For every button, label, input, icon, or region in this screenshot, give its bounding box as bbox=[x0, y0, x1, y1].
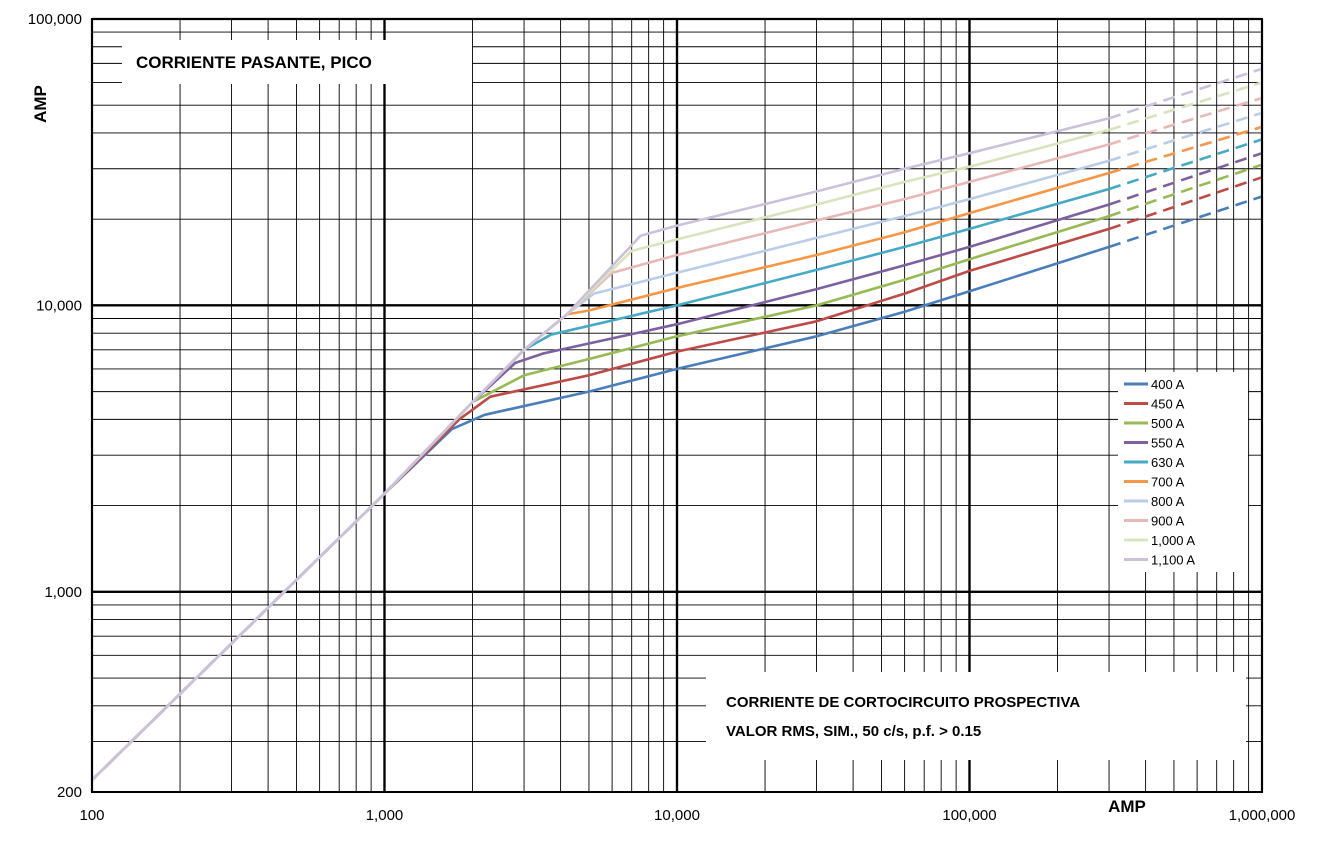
series-line-dashed bbox=[1108, 138, 1263, 191]
legend-label: 500 A bbox=[1151, 416, 1185, 431]
x-tick-label: 1,000,000 bbox=[1229, 807, 1296, 824]
x-axis-title: AMP bbox=[1108, 797, 1146, 816]
x-tick-label: 100,000 bbox=[942, 807, 996, 824]
legend-label: 630 A bbox=[1151, 455, 1185, 470]
tick-labels: 100 1,000 10,000 100,000 1,000,000 200 1,000 10… bbox=[28, 11, 1296, 824]
x-tick-label: 100 bbox=[79, 807, 104, 824]
legend-label: 400 A bbox=[1151, 377, 1185, 392]
y-tick-label: 1,000 bbox=[44, 584, 82, 601]
x-tick-label: 1,000 bbox=[366, 807, 404, 824]
legend-label: 450 A bbox=[1151, 397, 1185, 412]
legend-label: 1,100 A bbox=[1151, 553, 1195, 568]
chart-title: CORRIENTE PASANTE, PICO bbox=[136, 53, 372, 72]
y-tick-label: 100,000 bbox=[28, 11, 82, 28]
series-line-dashed bbox=[1108, 163, 1263, 218]
series-lines bbox=[91, 67, 1263, 782]
series-line-dashed bbox=[1108, 81, 1263, 132]
legend: 400 A 450 A 500 A 550 A 630 A 700 A 800 A 900 A… bbox=[1124, 377, 1195, 568]
legend-label: 900 A bbox=[1151, 514, 1185, 529]
series-line-dashed bbox=[1108, 67, 1263, 120]
series-line-dashed bbox=[1108, 111, 1263, 162]
y-axis-title: AMP bbox=[31, 85, 50, 123]
plot-border bbox=[91, 18, 1263, 793]
legend-label: 550 A bbox=[1151, 436, 1185, 451]
series-line-dashed bbox=[1108, 151, 1263, 206]
annotation-box bbox=[706, 672, 1246, 760]
series-line-solid bbox=[91, 117, 1110, 782]
series-line-dashed bbox=[1108, 176, 1263, 231]
series-line-dashed bbox=[1108, 195, 1263, 249]
series-line-dashed bbox=[1108, 96, 1263, 146]
title-box bbox=[122, 40, 472, 84]
x-tick-label: 10,000 bbox=[654, 807, 700, 824]
annotation-line-1: CORRIENTE DE CORTOCIRCUITO PROSPECTIVA bbox=[726, 694, 1080, 711]
annotation-line-2: VALOR RMS, SIM., 50 c/s, p.f. > 0.15 bbox=[726, 723, 981, 740]
series-line-dashed bbox=[1108, 125, 1263, 175]
legend-label: 1,000 A bbox=[1151, 533, 1195, 548]
legend-label: 700 A bbox=[1151, 475, 1185, 490]
legend-label: 800 A bbox=[1151, 494, 1185, 509]
y-tick-label: 200 bbox=[57, 784, 82, 801]
y-tick-label: 10,000 bbox=[36, 297, 82, 314]
